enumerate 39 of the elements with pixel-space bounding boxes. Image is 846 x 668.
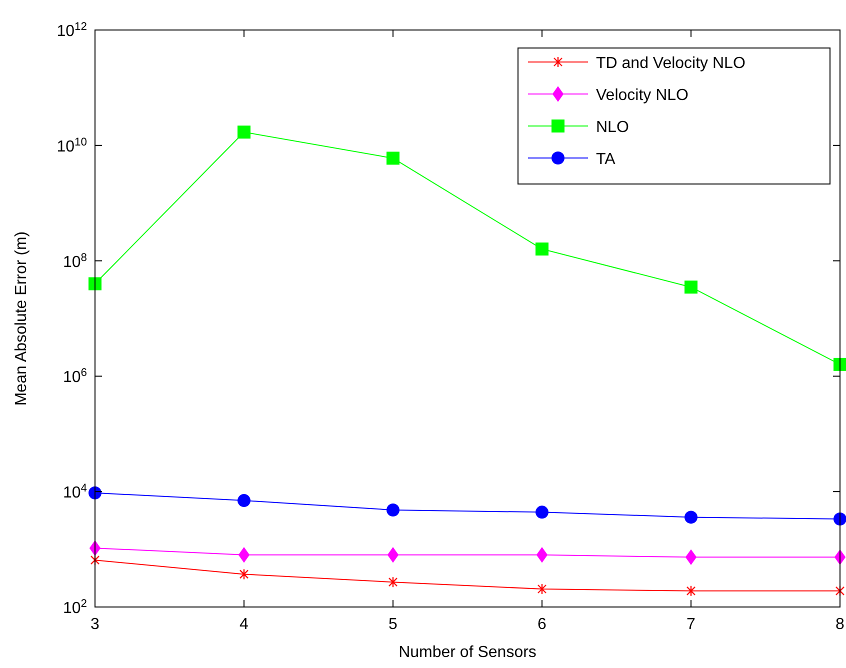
point xyxy=(386,152,400,165)
point xyxy=(386,503,400,516)
y-tick-label: 10$^{10}$ xyxy=(56,136,87,156)
y-tick-label: 10$^{6}$ xyxy=(62,367,87,386)
x-tick-label: 4 xyxy=(240,616,249,633)
y-tick-label: 10$^{4}$ xyxy=(62,482,87,502)
point xyxy=(238,126,250,139)
point xyxy=(388,547,398,562)
legend-label: NLO xyxy=(596,119,629,136)
point xyxy=(388,576,398,588)
point xyxy=(537,583,547,595)
x-tick-label: 5 xyxy=(388,616,398,633)
x-tick-label: 8 xyxy=(836,616,845,633)
point xyxy=(835,585,845,597)
point xyxy=(834,512,846,526)
point xyxy=(239,568,249,580)
point xyxy=(238,547,250,562)
point xyxy=(536,506,548,519)
y-tick-label: 10$^{2}$ xyxy=(62,598,87,617)
point xyxy=(90,554,100,566)
point xyxy=(834,358,846,371)
point xyxy=(88,277,102,290)
x-tick-label: 6 xyxy=(538,616,547,633)
legend-label: Velocity NLO xyxy=(596,87,688,104)
y-tick-label: 10$^{12}$ xyxy=(56,21,87,40)
y-tick-label: 10$^{8}$ xyxy=(62,252,87,271)
point xyxy=(686,585,696,597)
point xyxy=(684,280,698,294)
legend-label: TD and Velocity NLO xyxy=(596,55,746,72)
legend-label: TA xyxy=(596,151,616,168)
y-axis-title: Mean Absolute Error (m) xyxy=(13,231,30,406)
x-axis-title: Number of Sensors xyxy=(398,644,536,661)
x-tick-label: 3 xyxy=(90,616,100,633)
point xyxy=(686,550,696,565)
point xyxy=(536,242,548,256)
x-tick-label: 7 xyxy=(686,616,696,633)
point xyxy=(536,547,548,562)
point xyxy=(684,510,698,524)
point xyxy=(238,494,250,508)
